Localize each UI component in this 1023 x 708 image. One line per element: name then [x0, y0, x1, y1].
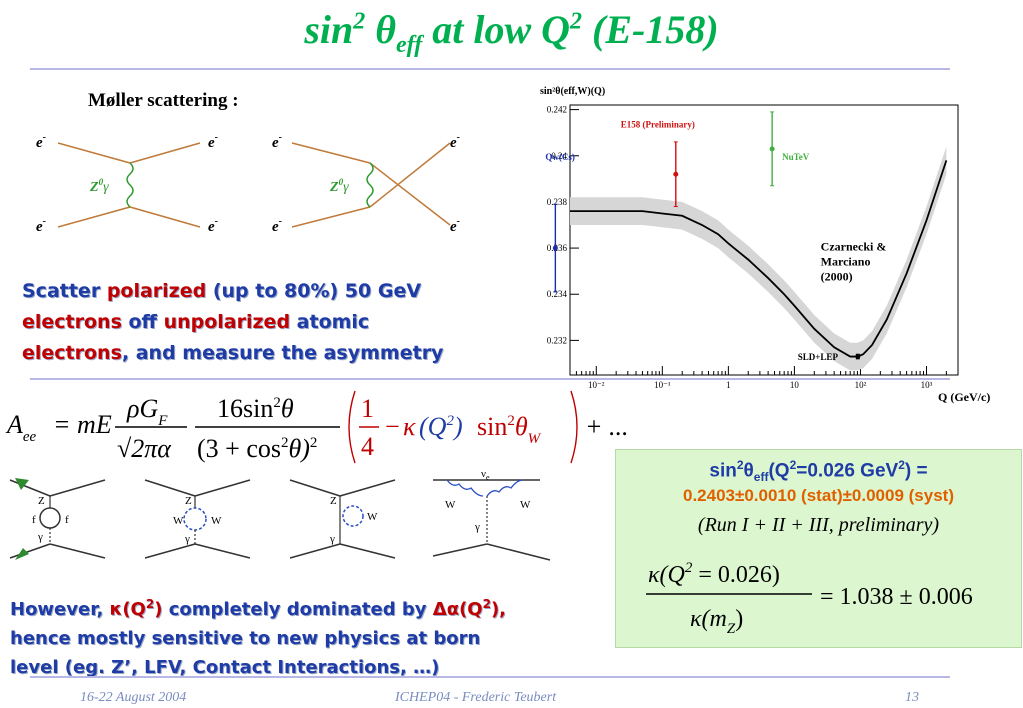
loop-diagram-W-vertex: Z W γ	[289, 479, 396, 559]
gamma-label: γ	[37, 531, 43, 543]
formula-one: 1	[361, 394, 374, 423]
f-label: f	[65, 514, 69, 526]
kappa-value: = 1.038 ± 0.006	[820, 584, 973, 610]
chart-annotation: Qw(Cs)	[545, 152, 575, 162]
loop-diagram-fermion: Z f f γ	[9, 478, 106, 560]
electron-label: e-	[450, 132, 460, 151]
y-tick-label: 0.232	[547, 335, 567, 345]
moller-label: Møller scattering :	[88, 90, 239, 111]
loop-diagrams: Z f f γ Z W W γ Z W γ νe W	[9, 468, 551, 561]
Z-label: Z	[330, 495, 337, 507]
electron-label: e-	[272, 132, 282, 151]
data-point	[673, 171, 679, 177]
formula-den2: (3 + cos2θ)2	[197, 434, 317, 463]
moller-diagram-2: e- e- e- e- Z0γ	[272, 132, 460, 235]
theory-curve-line	[570, 160, 948, 358]
result-runs: (Run I + II + III, preliminary)	[697, 514, 940, 536]
y-axis-label: sin²θ(eff,W)(Q)	[540, 86, 605, 97]
moller-diagram-1: e- e- e- e- Z0γ	[36, 132, 218, 235]
Z-label: Z	[185, 495, 192, 507]
x-axis-label: Q (GeV/c)	[938, 390, 990, 404]
gamma-label: γ	[184, 533, 190, 545]
formula-rhoGF: ρGF	[126, 394, 168, 429]
gamma-label: γ	[329, 533, 335, 545]
y-tick-label: 0.234	[547, 289, 568, 299]
however-text: However, κ(Q2) completely dominated by Δ…	[10, 597, 507, 678]
result-value: 0.2403±0.0010 (stat)±0.0009 (syst)	[683, 486, 954, 505]
chart-annotation: E158 (Preliminary)	[621, 119, 695, 129]
Z-label: Z	[38, 495, 45, 507]
kappa-ratio: κ(Q2 = 0.026) κ(mZ) = 1.038 ± 0.006	[646, 560, 973, 637]
loop-diagram-box: νe W W γ	[432, 468, 551, 561]
x-tick-label: 10³	[921, 380, 933, 390]
boson-label: Z0γ	[89, 177, 109, 195]
data-point	[855, 354, 861, 360]
loop-diagram-W: Z W W γ	[144, 479, 251, 559]
chart-annotation: SLD+LEP	[798, 352, 839, 362]
footer-rule	[30, 676, 950, 678]
y-tick-label: 0.238	[547, 197, 568, 207]
chart-annotation: Czarnecki &	[821, 239, 887, 253]
theory-uncertainty-band	[570, 146, 947, 371]
chart-annotation: NuTeV	[782, 152, 810, 162]
chart-labels: Qw(Cs) E158 (Preliminary) NuTeV Czarnecki &…	[545, 119, 886, 362]
formula-plus: + ...	[585, 412, 629, 441]
footer-page-number: 13	[905, 690, 919, 705]
formula-kappa: κ	[403, 412, 416, 441]
sin2theta-chart: 0.2320.2340.2360.2380.240.24210⁻²10⁻¹110…	[540, 86, 990, 404]
asymmetry-formula: Aee = mE ρGF √2πα 16sin2θ (3 + cos2θ)2 1…	[5, 390, 629, 464]
electron-label: e-	[450, 216, 460, 235]
y-tick-label: 0.242	[547, 105, 567, 115]
W-label: W	[520, 499, 531, 511]
W-label: W	[445, 499, 456, 511]
gamma-label: γ	[474, 521, 480, 533]
electron-label: e-	[36, 216, 46, 235]
x-tick-label: 1	[726, 380, 731, 390]
electron-label: e-	[208, 132, 218, 151]
x-tick-label: 10	[790, 380, 800, 390]
data-point	[769, 146, 775, 152]
data-point	[552, 245, 558, 251]
W-label: W	[211, 515, 222, 527]
title-rule	[30, 68, 950, 70]
kappa-numerator: κ(Q2 = 0.026)	[648, 560, 780, 588]
scatter-description: Scatter polarized (up to 80%) 50 GeV ele…	[22, 280, 444, 364]
slide-title: sin2 θeff at low Q2 (E-158)	[304, 7, 719, 58]
result-header: sin2θeff(Q2=0.026 GeV2) =	[709, 458, 928, 485]
electron-label: e-	[36, 132, 46, 151]
section-rule	[30, 378, 950, 380]
formula-four: 4	[361, 432, 374, 461]
formula-A: Aee	[5, 410, 37, 445]
x-tick-label: 10⁻¹	[654, 380, 671, 390]
boson-label: Z0γ	[329, 177, 349, 195]
formula-den1: √2πα	[117, 434, 172, 463]
data-points	[552, 111, 861, 360]
result-box: sin2θeff(Q2=0.026 GeV2) = 0.2403±0.0010 …	[615, 449, 1022, 648]
nu-label: νe	[481, 468, 490, 482]
footer-date: 16-22 August 2004	[80, 690, 187, 705]
formula-Q: (Q2)	[419, 412, 463, 441]
chart-axes: 0.2320.2340.2360.2380.240.24210⁻²10⁻¹110…	[540, 86, 990, 404]
y-tick-label: 0.24	[551, 151, 567, 161]
theory-band	[570, 146, 947, 371]
formula-num2: 16sin2θ	[217, 394, 294, 423]
theory-curve	[570, 160, 948, 358]
kappa-denominator: κ(mZ)	[690, 606, 743, 637]
footer-conference: ICHEP04 - Frederic Teubert	[395, 690, 557, 705]
formula-minus: −	[385, 412, 400, 441]
chart-annotation: Marciano	[821, 254, 871, 268]
formula-mE: = mE	[53, 410, 112, 439]
W-label: W	[173, 515, 184, 527]
W-label: W	[367, 511, 378, 523]
x-tick-label: 10⁻²	[588, 380, 605, 390]
formula-sin2thetaW: sin2θW	[477, 412, 542, 447]
f-label: f	[32, 514, 36, 526]
moller-diagrams: e- e- e- e- Z0γ e- e- e- e- Z0γ	[36, 132, 460, 235]
x-tick-label: 10²	[855, 380, 867, 390]
electron-label: e-	[208, 216, 218, 235]
chart-annotation: (2000)	[821, 269, 853, 283]
electron-label: e-	[272, 216, 282, 235]
plot-frame	[569, 104, 959, 376]
